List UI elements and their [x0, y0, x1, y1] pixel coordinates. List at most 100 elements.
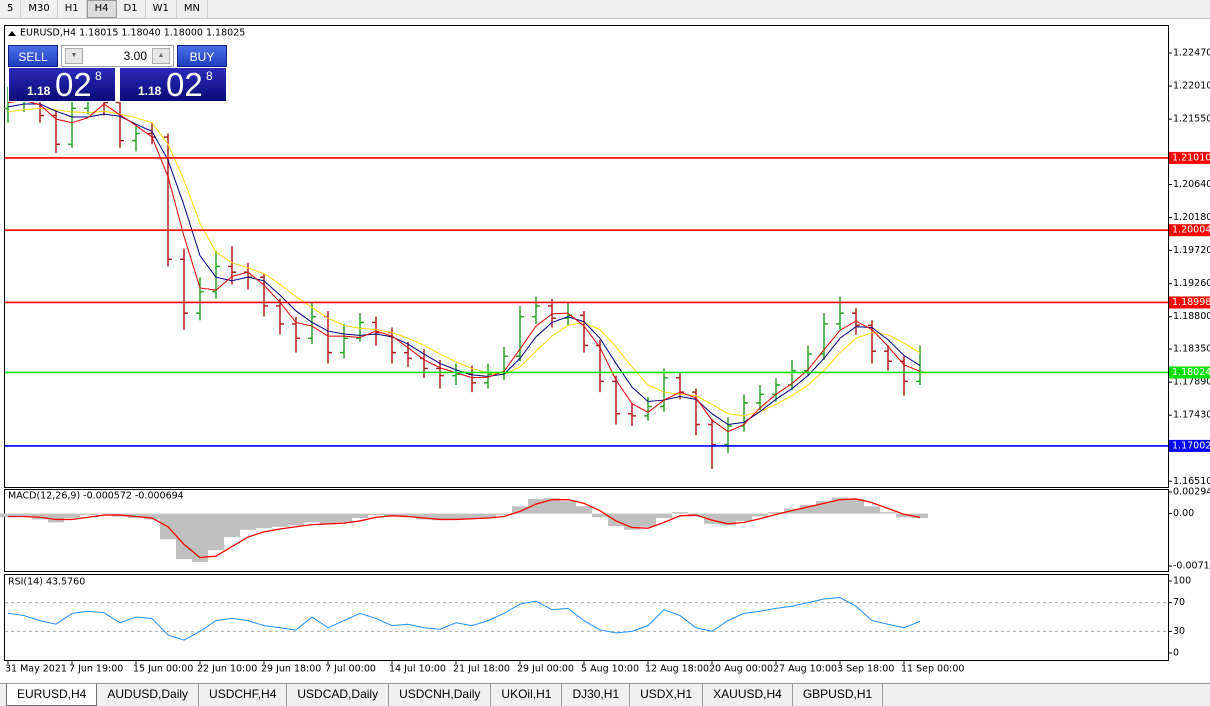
macd-bar — [592, 513, 608, 518]
macd-bar — [64, 513, 80, 518]
macd-bar — [704, 513, 720, 524]
timeframe-button[interactable]: H1 — [58, 0, 87, 18]
macd-bar — [320, 513, 336, 525]
y-tick-label: 1.19720 — [1173, 245, 1210, 256]
macd-bar — [896, 513, 912, 518]
macd-bar — [720, 513, 736, 526]
y-tick-label: 30 — [1173, 626, 1185, 637]
macd-bar — [752, 513, 768, 517]
macd-signal — [8, 498, 921, 559]
macd-bar — [464, 513, 480, 519]
macd-bar — [512, 506, 528, 514]
macd-panel — [4, 489, 1169, 572]
x-tick-label: 29 Jun 18:00 — [261, 664, 321, 675]
price-big: 02 — [166, 66, 203, 103]
price-panel — [4, 25, 1169, 488]
timeframe-button[interactable]: D1 — [117, 0, 146, 18]
macd-bar — [544, 498, 560, 514]
y-tick-label: 1.18350 — [1173, 344, 1210, 355]
timeframe-button[interactable]: W1 — [146, 0, 177, 18]
timeframe-button[interactable]: H4 — [86, 0, 117, 18]
y-tick-label: 1.17430 — [1173, 410, 1210, 421]
macd-bar — [48, 513, 64, 523]
sell-price[interactable]: 1.18 02 8 — [8, 66, 116, 103]
y-tick-label: 0.002947 — [1173, 487, 1210, 498]
macd-bar — [672, 512, 688, 514]
timeframe-button[interactable]: MN — [177, 0, 208, 18]
price-prefix: 1.18 — [27, 84, 51, 98]
x-tick-label: 15 Jun 00:00 — [133, 664, 193, 675]
price-boxes: 1.18 02 8 1.18 02 8 — [8, 66, 227, 103]
x-tick-label: 5 Aug 10:00 — [581, 664, 639, 675]
chart-tab[interactable]: DJ30,H1 — [562, 684, 631, 706]
macd-bar — [304, 513, 320, 523]
y-tick-label: 70 — [1173, 597, 1185, 608]
buy-button[interactable]: BUY — [177, 45, 227, 67]
macd-bar — [288, 513, 304, 526]
price-big: 02 — [55, 66, 92, 103]
price-prefix: 1.18 — [138, 84, 162, 98]
macd-bar — [576, 506, 592, 514]
chart-header: EURUSD,H4 1.18015 1.18040 1.18000 1.1802… — [20, 28, 245, 39]
volume-input[interactable]: ▼ 3.00 ▲ — [61, 45, 174, 67]
macd-bar — [560, 501, 576, 514]
macd-bar — [912, 513, 928, 518]
macd-bar — [224, 513, 240, 538]
macd-bar — [96, 512, 112, 514]
macd-bar — [432, 513, 448, 521]
level-label-box — [1169, 296, 1210, 309]
buy-price[interactable]: 1.18 02 8 — [119, 66, 227, 103]
x-tick-label: 12 Aug 18:00 — [645, 664, 709, 675]
chart-tab[interactable]: AUDUSD,Daily — [97, 684, 200, 706]
level-label-box — [1169, 366, 1210, 379]
level-label: 1.20004 — [1172, 225, 1210, 236]
x-tick-label: 20 Aug 00:00 — [709, 664, 773, 675]
x-tick-label: 21 Jul 18:00 — [453, 664, 510, 675]
macd-bar — [240, 513, 256, 530]
macd-bar — [32, 513, 48, 520]
chart-tabs: EURUSD,H4 AUDUSD,Daily USDCHF,H4 USDCAD,Dai… — [0, 683, 1210, 706]
timeframe-button[interactable]: M30 — [21, 0, 58, 18]
macd-bar — [272, 513, 288, 527]
y-tick-label: 1.17890 — [1173, 377, 1210, 388]
trade-controls: SELL ▼ 3.00 ▲ BUY — [8, 45, 227, 67]
rsi-title: RSI(14) 43.5760 — [8, 577, 85, 588]
price-pip: 8 — [206, 69, 213, 83]
macd-bar — [864, 506, 880, 514]
level-label: 1.21010 — [1172, 152, 1210, 163]
x-tick-label: 31 May 2021 — [5, 664, 67, 675]
macd-bar — [800, 504, 816, 514]
chart-tab[interactable]: USDCHF,H4 — [199, 684, 288, 706]
x-tick-label: 27 Aug 10:00 — [773, 664, 837, 675]
chart-tab[interactable]: USDX,H1 — [630, 684, 704, 706]
chart-tab[interactable]: UKOil,H1 — [491, 684, 563, 706]
chart-background — [0, 19, 1210, 682]
chart-tab[interactable]: USDCAD,Daily — [287, 684, 390, 706]
macd-bar — [768, 512, 784, 514]
macd-bar — [368, 513, 384, 516]
chart-tab[interactable]: USDCNH,Daily — [389, 684, 492, 706]
level-label-box — [1169, 151, 1210, 164]
chart-tab[interactable]: XAUUSD,H4 — [703, 684, 793, 706]
macd-bar — [128, 513, 144, 518]
volume-down[interactable]: ▼ — [65, 48, 83, 64]
x-tick-label: 7 Jul 00:00 — [325, 664, 376, 675]
sell-button[interactable]: SELL — [8, 45, 58, 67]
collapse-arrow — [8, 31, 16, 36]
x-tick-label: 29 Jul 00:00 — [517, 664, 574, 675]
y-tick-label: 1.18800 — [1173, 311, 1210, 322]
chart-tab[interactable]: EURUSD,H4 — [6, 684, 98, 706]
chart-tab[interactable]: GBPUSD,H1 — [793, 684, 884, 706]
macd-bar — [0, 513, 16, 518]
timeframe-button[interactable]: 5 — [0, 0, 22, 18]
y-tick-label: 0.00 — [1173, 508, 1194, 519]
timeframe-toolbar: 5 M30 H1 H4 D1 W1 MN — [0, 0, 1210, 19]
volume-up[interactable]: ▲ — [152, 48, 170, 64]
macd-bar — [448, 513, 464, 520]
macd-bar — [400, 513, 416, 518]
y-tick-label: 1.19260 — [1173, 278, 1210, 289]
moving-average — [7, 99, 921, 433]
macd-bar — [16, 513, 32, 516]
